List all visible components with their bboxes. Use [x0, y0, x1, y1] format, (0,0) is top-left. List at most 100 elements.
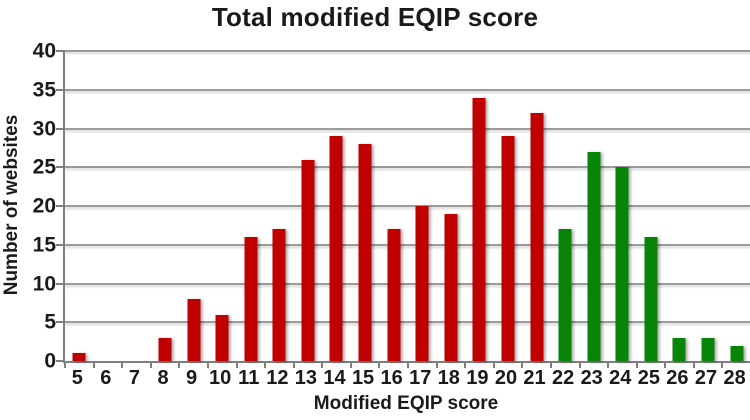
bar-cell-9 — [179, 51, 208, 361]
bar-cell-17 — [408, 51, 437, 361]
x-axis-tick — [206, 363, 209, 368]
x-tick-label-19: 19 — [466, 367, 489, 389]
gridline-5 — [65, 321, 750, 324]
bar-5 — [72, 353, 86, 361]
x-axis-tick — [235, 363, 238, 368]
x-axis-tick — [407, 363, 409, 368]
x-tick-label-25: 25 — [637, 367, 660, 389]
bar-cell-6 — [94, 51, 123, 361]
x-tick-label-6: 6 — [100, 367, 112, 389]
x-tick-label-24: 24 — [609, 367, 632, 389]
bar-13 — [301, 159, 315, 361]
y-tick-label-30: 30 — [32, 117, 56, 140]
x-tick-label-17: 17 — [409, 367, 432, 389]
y-axis-tick — [56, 127, 65, 130]
bar-cell-19 — [465, 51, 494, 361]
y-tick-label-40: 40 — [32, 39, 56, 63]
y-tick-label-25: 25 — [32, 155, 56, 179]
gridline-40 — [65, 50, 750, 52]
bar-cell-22 — [551, 51, 580, 361]
x-axis-tick — [149, 363, 152, 368]
bar-cell-11 — [236, 51, 265, 361]
gridline-30 — [65, 127, 750, 130]
x-tick-label-12: 12 — [266, 367, 289, 389]
x-tick-label-23: 23 — [580, 367, 603, 389]
x-tick-label-21: 21 — [523, 367, 546, 389]
y-axis-tick — [56, 243, 65, 246]
x-axis-tick — [692, 363, 695, 368]
y-axis-tick — [56, 88, 65, 91]
bar-cell-10 — [208, 51, 237, 361]
gridline-25 — [65, 166, 750, 169]
gridline-10 — [65, 282, 750, 285]
bar-cell-8 — [151, 51, 180, 361]
y-tick-label-35: 35 — [32, 78, 56, 102]
gridline-20 — [65, 205, 750, 207]
y-axis-tick — [56, 50, 65, 52]
x-tick-label-16: 16 — [380, 367, 403, 389]
bar-27 — [701, 337, 715, 361]
x-axis-tick — [635, 363, 638, 368]
x-axis-tick — [521, 363, 524, 368]
bar-cell-12 — [265, 51, 294, 361]
bar-14 — [329, 136, 343, 361]
x-tick-label-18: 18 — [437, 367, 460, 389]
bar-cell-18 — [437, 51, 466, 361]
y-tick-label-5: 5 — [44, 310, 56, 334]
x-tick-label-28: 28 — [723, 367, 746, 389]
chart-title: Total modified EQIP score — [211, 2, 539, 32]
x-tick-label-27: 27 — [694, 367, 718, 389]
x-tick-label-14: 14 — [323, 367, 346, 389]
x-axis-tick-labels: 5 6 7 8 9 10 11 12 13 14 15 16 17 18 19 20 21 22 23 24 25 26 2… — [63, 366, 749, 390]
gridline-15 — [65, 243, 750, 246]
bar-18 — [444, 213, 458, 361]
x-axis-tick — [264, 363, 267, 368]
y-axis-tick — [56, 166, 65, 169]
bar-23 — [587, 151, 601, 361]
bar-20 — [501, 136, 515, 361]
bar-10 — [215, 314, 229, 361]
bar-28 — [730, 345, 744, 361]
bar-cell-14 — [322, 51, 351, 361]
x-axis-tick — [607, 363, 610, 368]
bar-15 — [358, 144, 372, 361]
x-tick-label-10: 10 — [209, 367, 232, 389]
x-axis-tick — [378, 363, 381, 368]
bar-24 — [615, 167, 629, 361]
plot-area — [56, 50, 750, 368]
x-axis-tick — [721, 363, 724, 368]
x-axis-tick — [92, 363, 95, 368]
x-tick-label-5: 5 — [71, 367, 83, 389]
x-axis-tick — [321, 363, 324, 368]
y-axis-tick-labels: 0 5 10 15 20 25 30 35 40 — [18, 41, 56, 372]
x-axis-tick — [435, 363, 438, 368]
bar-cell-26 — [665, 51, 694, 361]
bar-cell-15 — [351, 51, 380, 361]
x-tick-label-15: 15 — [351, 367, 375, 389]
x-axis-tick — [349, 363, 352, 368]
x-tick-label-26: 26 — [666, 367, 689, 389]
bar-cell-23 — [579, 51, 608, 361]
bar-cell-13 — [294, 51, 323, 361]
y-tick-label-15: 15 — [32, 233, 56, 257]
y-axis-tick — [56, 360, 65, 362]
x-axis-tick — [292, 363, 295, 368]
x-axis-tick — [664, 363, 667, 368]
x-axis-title: Modified EQIP score — [313, 393, 499, 414]
bar-cell-27 — [694, 51, 723, 361]
x-axis-tick — [121, 363, 124, 368]
bar-21 — [530, 113, 544, 361]
bar-22 — [558, 229, 572, 361]
gridline-35 — [65, 88, 750, 91]
x-tick-label-9: 9 — [186, 367, 198, 389]
bar-cell-7 — [122, 51, 151, 361]
x-tick-label-20: 20 — [494, 367, 518, 389]
bar-9 — [187, 299, 201, 361]
bar-19 — [472, 97, 486, 361]
bar-cell-24 — [608, 51, 637, 361]
x-tick-label-11: 11 — [238, 367, 260, 389]
y-tick-label-10: 10 — [32, 272, 56, 295]
x-axis-tick — [578, 363, 581, 368]
bars-container — [65, 51, 750, 361]
bar-25 — [644, 237, 658, 361]
